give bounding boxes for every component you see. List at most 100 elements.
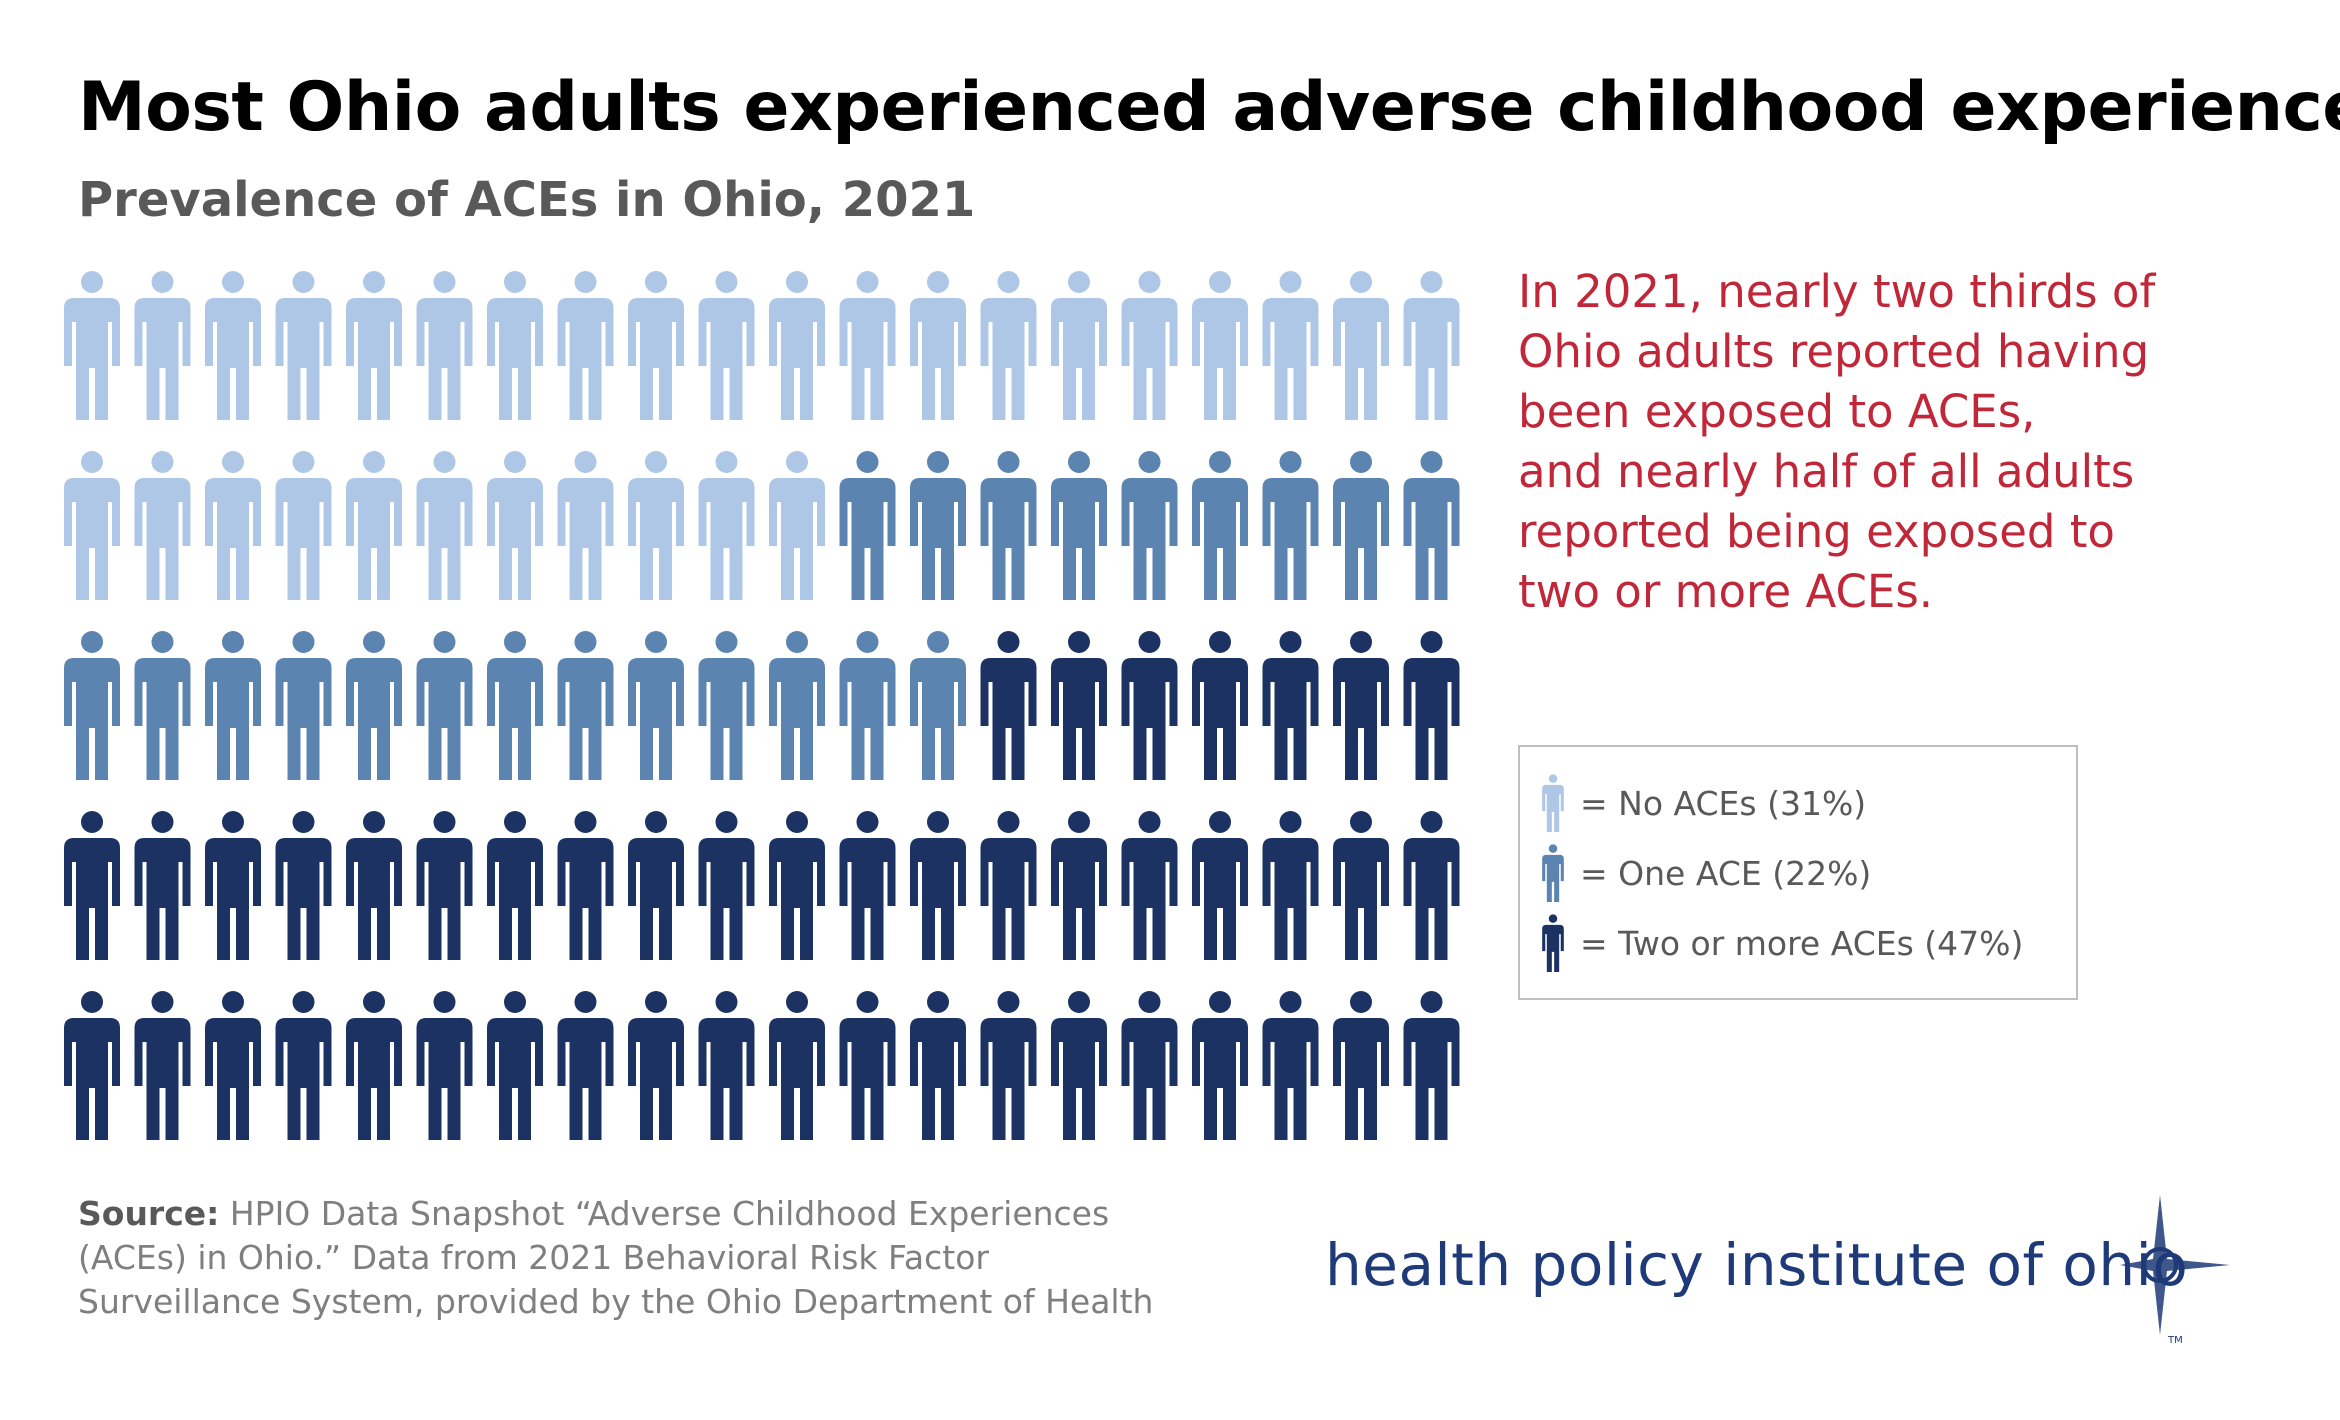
person-icon <box>1403 631 1460 780</box>
source-text: HPIO Data Snapshot “Adverse Childhood Ex… <box>229 1194 1110 1233</box>
icon-grid <box>64 271 1460 1140</box>
person-icon <box>1333 451 1389 600</box>
person-icon <box>980 631 1037 780</box>
person-icon <box>910 811 966 960</box>
person-icon <box>64 991 120 1140</box>
person-icon <box>416 451 473 600</box>
person-icon <box>1262 991 1319 1140</box>
person-icon <box>698 451 755 600</box>
person-icon <box>1121 451 1178 600</box>
person-icon <box>416 991 473 1140</box>
person-icon <box>1051 631 1107 780</box>
person-icon <box>346 271 402 420</box>
person-icon <box>134 631 191 780</box>
legend-person-icon <box>1540 914 1566 972</box>
person-icon <box>980 811 1037 960</box>
person-icon <box>628 991 684 1140</box>
person-icon <box>416 631 473 780</box>
callout-line: and nearly half of all adults <box>1518 445 2135 498</box>
person-icon <box>487 271 543 420</box>
source-note: Source: HPIO Data Snapshot “Adverse Chil… <box>78 1192 1278 1324</box>
person-icon <box>64 271 120 420</box>
person-icon <box>628 271 684 420</box>
person-icon <box>205 811 261 960</box>
person-icon <box>557 451 614 600</box>
person-icon <box>980 451 1037 600</box>
person-icon <box>134 991 191 1140</box>
person-icon <box>910 631 966 780</box>
person-icon <box>205 631 261 780</box>
person-icon <box>205 451 261 600</box>
person-icon <box>839 451 896 600</box>
person-icon <box>1333 271 1389 420</box>
person-icon <box>64 631 120 780</box>
person-icon <box>134 271 191 420</box>
person-icon <box>769 991 825 1140</box>
person-icon <box>1192 451 1248 600</box>
callout-line: In 2021, nearly two thirds of <box>1518 265 2156 318</box>
person-icon <box>839 271 896 420</box>
person-icon <box>1051 271 1107 420</box>
person-icon <box>1051 991 1107 1140</box>
person-icon <box>910 271 966 420</box>
person-icon <box>1262 271 1319 420</box>
person-icon <box>1403 811 1460 960</box>
legend-item-one-ace: = One ACE (22%) <box>1540 841 1871 905</box>
person-icon <box>346 451 402 600</box>
legend-label: = One ACE (22%) <box>1580 853 1872 893</box>
person-icon <box>1051 451 1107 600</box>
person-icon <box>275 811 332 960</box>
person-icon <box>557 631 614 780</box>
pictogram-chart <box>64 271 1460 1140</box>
person-icon <box>1192 991 1248 1140</box>
source-line-3: Surveillance System, provided by the Ohi… <box>78 1282 1154 1321</box>
person-icon <box>1403 451 1460 600</box>
compass-star-icon: TM <box>2120 1195 2230 1345</box>
person-icon <box>487 991 543 1140</box>
person-icon <box>64 451 120 600</box>
legend-label: = Two or more ACEs (47%) <box>1580 923 2024 963</box>
legend-person-icon <box>1540 844 1566 902</box>
person-icon <box>205 991 261 1140</box>
legend-item-two-or-more-aces: = Two or more ACEs (47%) <box>1540 911 2023 975</box>
person-icon <box>698 271 755 420</box>
person-icon <box>346 631 402 780</box>
person-icon <box>487 811 543 960</box>
person-icon <box>557 271 614 420</box>
source-line-1: Source: HPIO Data Snapshot “Adverse Chil… <box>78 1192 1278 1236</box>
person-icon <box>1192 811 1248 960</box>
person-icon <box>346 811 402 960</box>
person-icon <box>275 631 332 780</box>
person-icon <box>769 631 825 780</box>
hpio-logo: health policy institute of ohio TM <box>1325 1195 2230 1365</box>
person-icon <box>1403 271 1460 420</box>
person-icon <box>628 811 684 960</box>
person-icon <box>1121 631 1178 780</box>
person-icon <box>275 271 332 420</box>
person-icon <box>205 271 261 420</box>
person-icon <box>769 271 825 420</box>
legend-label: = No ACEs (31%) <box>1580 783 1867 823</box>
person-icon <box>416 271 473 420</box>
callout-line: Ohio adults reported having <box>1518 325 2150 378</box>
callout-text: In 2021, nearly two thirds of Ohio adult… <box>1518 262 2218 622</box>
person-icon <box>839 991 896 1140</box>
chart-title: Most Ohio adults experienced adverse chi… <box>78 68 2340 147</box>
person-icon <box>698 811 755 960</box>
chart-subtitle: Prevalence of ACEs in Ohio, 2021 <box>78 172 976 228</box>
person-icon <box>1333 991 1389 1140</box>
person-icon <box>346 991 402 1140</box>
callout-line: two or more ACEs. <box>1518 565 1934 618</box>
person-icon <box>769 451 825 600</box>
person-icon <box>1333 631 1389 780</box>
person-icon <box>64 811 120 960</box>
person-icon <box>1121 811 1178 960</box>
legend: = No ACEs (31%) = One ACE (22%) = Two or… <box>1518 745 2078 1000</box>
person-icon <box>839 631 896 780</box>
person-icon <box>1121 271 1178 420</box>
person-icon <box>628 631 684 780</box>
person-icon <box>557 991 614 1140</box>
person-icon <box>1333 811 1389 960</box>
source-label: Source: <box>78 1194 220 1233</box>
person-icon <box>134 811 191 960</box>
